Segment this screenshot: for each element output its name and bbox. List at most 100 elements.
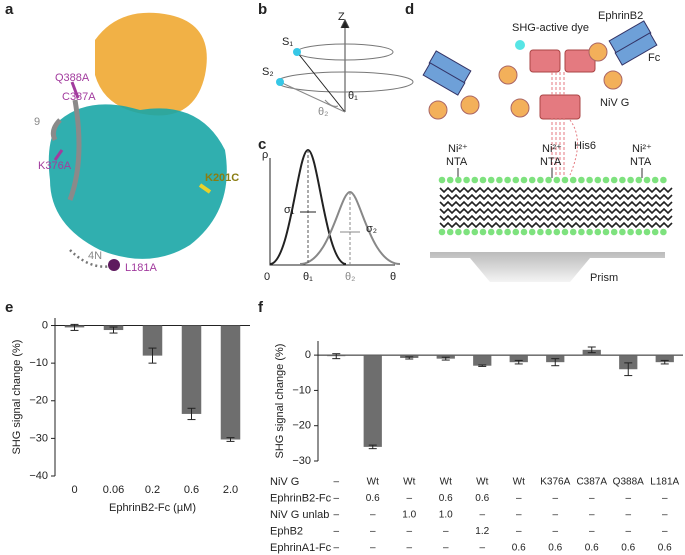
lipid-head — [512, 228, 520, 236]
lipid-head — [487, 176, 495, 184]
lipid-head — [438, 228, 446, 236]
label: Q388A — [55, 72, 90, 84]
table-cell: – — [589, 493, 595, 504]
label: 4N — [88, 250, 102, 262]
lipid-head — [586, 228, 593, 236]
panel-letter: c — [258, 136, 266, 153]
table-cell: – — [662, 526, 668, 537]
table-cell: – — [625, 526, 631, 537]
lipid-head — [463, 228, 470, 236]
lipid-head — [553, 228, 561, 236]
lipid-head — [496, 228, 503, 236]
y-tick-label: −40 — [29, 470, 48, 482]
lipid-head — [446, 228, 454, 236]
table-cell: – — [662, 510, 668, 521]
y-axis-label: SHG signal change (%) — [11, 340, 23, 455]
label: σ₁ — [284, 204, 295, 216]
lipid-head — [586, 176, 593, 184]
lipid-head — [487, 228, 495, 236]
dot — [293, 48, 301, 56]
table-cell: 1.2 — [475, 526, 489, 537]
x-tick-label: 0.2 — [145, 484, 160, 496]
table-cell: L181A — [650, 477, 679, 488]
lipid-head — [455, 228, 462, 236]
lipid-head — [520, 176, 528, 184]
y-tick-label: −10 — [29, 357, 48, 369]
y-tick-label: −10 — [292, 384, 311, 396]
lipid-head — [643, 228, 651, 236]
label: NTA — [446, 156, 468, 168]
bar — [509, 355, 528, 363]
bar — [181, 325, 202, 414]
y-tick-label: −30 — [29, 432, 48, 444]
lipid-head — [471, 228, 479, 236]
lipid-head — [463, 176, 470, 184]
lipid-head — [504, 176, 511, 184]
x-tick-label: 2.0 — [223, 484, 238, 496]
label: θ₁ — [303, 271, 313, 283]
y-tick-label: −20 — [29, 395, 48, 407]
row-label: EphB2 — [270, 525, 303, 537]
bar — [655, 355, 674, 363]
table-cell: 0.6 — [621, 543, 635, 554]
row-label: NiV G unlab — [270, 509, 329, 521]
cone-diagram — [276, 18, 414, 113]
lipid-head — [561, 228, 569, 236]
table-cell: – — [516, 493, 522, 504]
lipid-head — [578, 228, 585, 236]
lipid-head — [602, 228, 610, 236]
row-label: EphrinA1-Fc — [270, 542, 332, 554]
lipid-tail — [439, 186, 673, 194]
table-cell: – — [406, 543, 412, 554]
lipid-head — [619, 228, 626, 236]
membrane-diagram — [422, 20, 673, 282]
lipid-head — [455, 176, 462, 184]
table-cell: K376A — [540, 477, 570, 488]
lipid-tail — [439, 200, 673, 208]
y-tick-label: −20 — [292, 420, 311, 432]
table-cell: – — [625, 493, 631, 504]
lipid-head — [496, 176, 503, 184]
lipid-head — [561, 176, 569, 184]
table-cell: 0.6 — [548, 543, 562, 554]
label: ρ — [262, 149, 268, 161]
table-cell: – — [370, 510, 376, 521]
lipid-head — [545, 228, 552, 236]
table-cell: – — [370, 543, 376, 554]
table-cell: – — [516, 510, 522, 521]
bar — [220, 325, 241, 440]
label: NiV G — [600, 97, 629, 109]
table-cell: – — [333, 526, 339, 537]
label: His6 — [574, 140, 596, 152]
table-cell: – — [589, 526, 595, 537]
table-cell: 0.6 — [658, 543, 672, 554]
panel-letter: e — [5, 299, 13, 316]
table-cell: – — [443, 543, 449, 554]
table-cell: Wt — [476, 477, 488, 488]
lipid-head — [578, 176, 585, 184]
lipid-head — [651, 176, 659, 184]
lipid-head — [537, 228, 544, 236]
table-cell: – — [516, 526, 522, 537]
table-cell: Wt — [367, 477, 379, 488]
table-cell: – — [443, 526, 449, 537]
table-cell: Wt — [403, 477, 415, 488]
table-cell: – — [552, 493, 558, 504]
table-cell: 1.0 — [439, 510, 453, 521]
lipid-head — [545, 176, 552, 184]
lipid-tail — [439, 221, 673, 229]
label: NTA — [630, 156, 652, 168]
table-cell: – — [333, 493, 339, 504]
distribution-plot — [269, 148, 401, 266]
y-axis-label: SHG signal change (%) — [274, 344, 286, 459]
label: NTA — [540, 156, 562, 168]
x-axis-label: EphrinB2-Fc (µM) — [109, 502, 196, 514]
lipid-head — [602, 176, 610, 184]
protein-structure — [48, 12, 227, 271]
lipid-head — [643, 176, 651, 184]
table-cell: 0.6 — [366, 493, 380, 504]
table-cell: 0.6 — [439, 493, 453, 504]
bar — [473, 355, 492, 366]
table-cell: 1.0 — [402, 510, 416, 521]
table-cell: – — [333, 510, 339, 521]
